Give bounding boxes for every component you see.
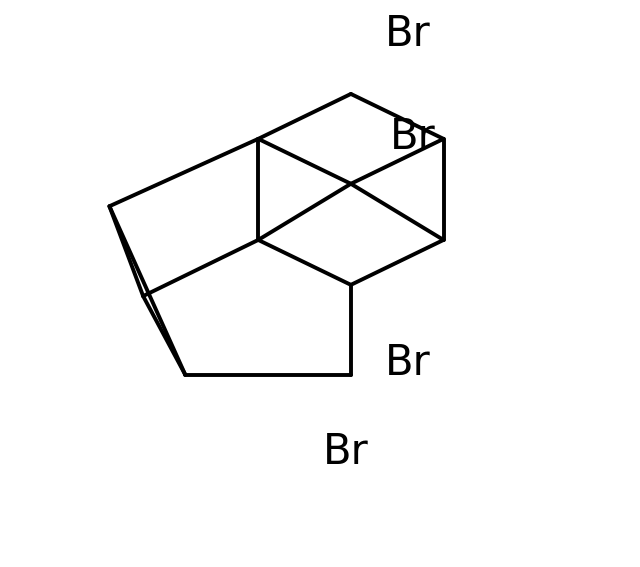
Text: Br: Br xyxy=(390,116,436,158)
Text: Br: Br xyxy=(323,431,368,473)
Text: Br: Br xyxy=(385,342,430,384)
Text: Br: Br xyxy=(385,12,430,54)
